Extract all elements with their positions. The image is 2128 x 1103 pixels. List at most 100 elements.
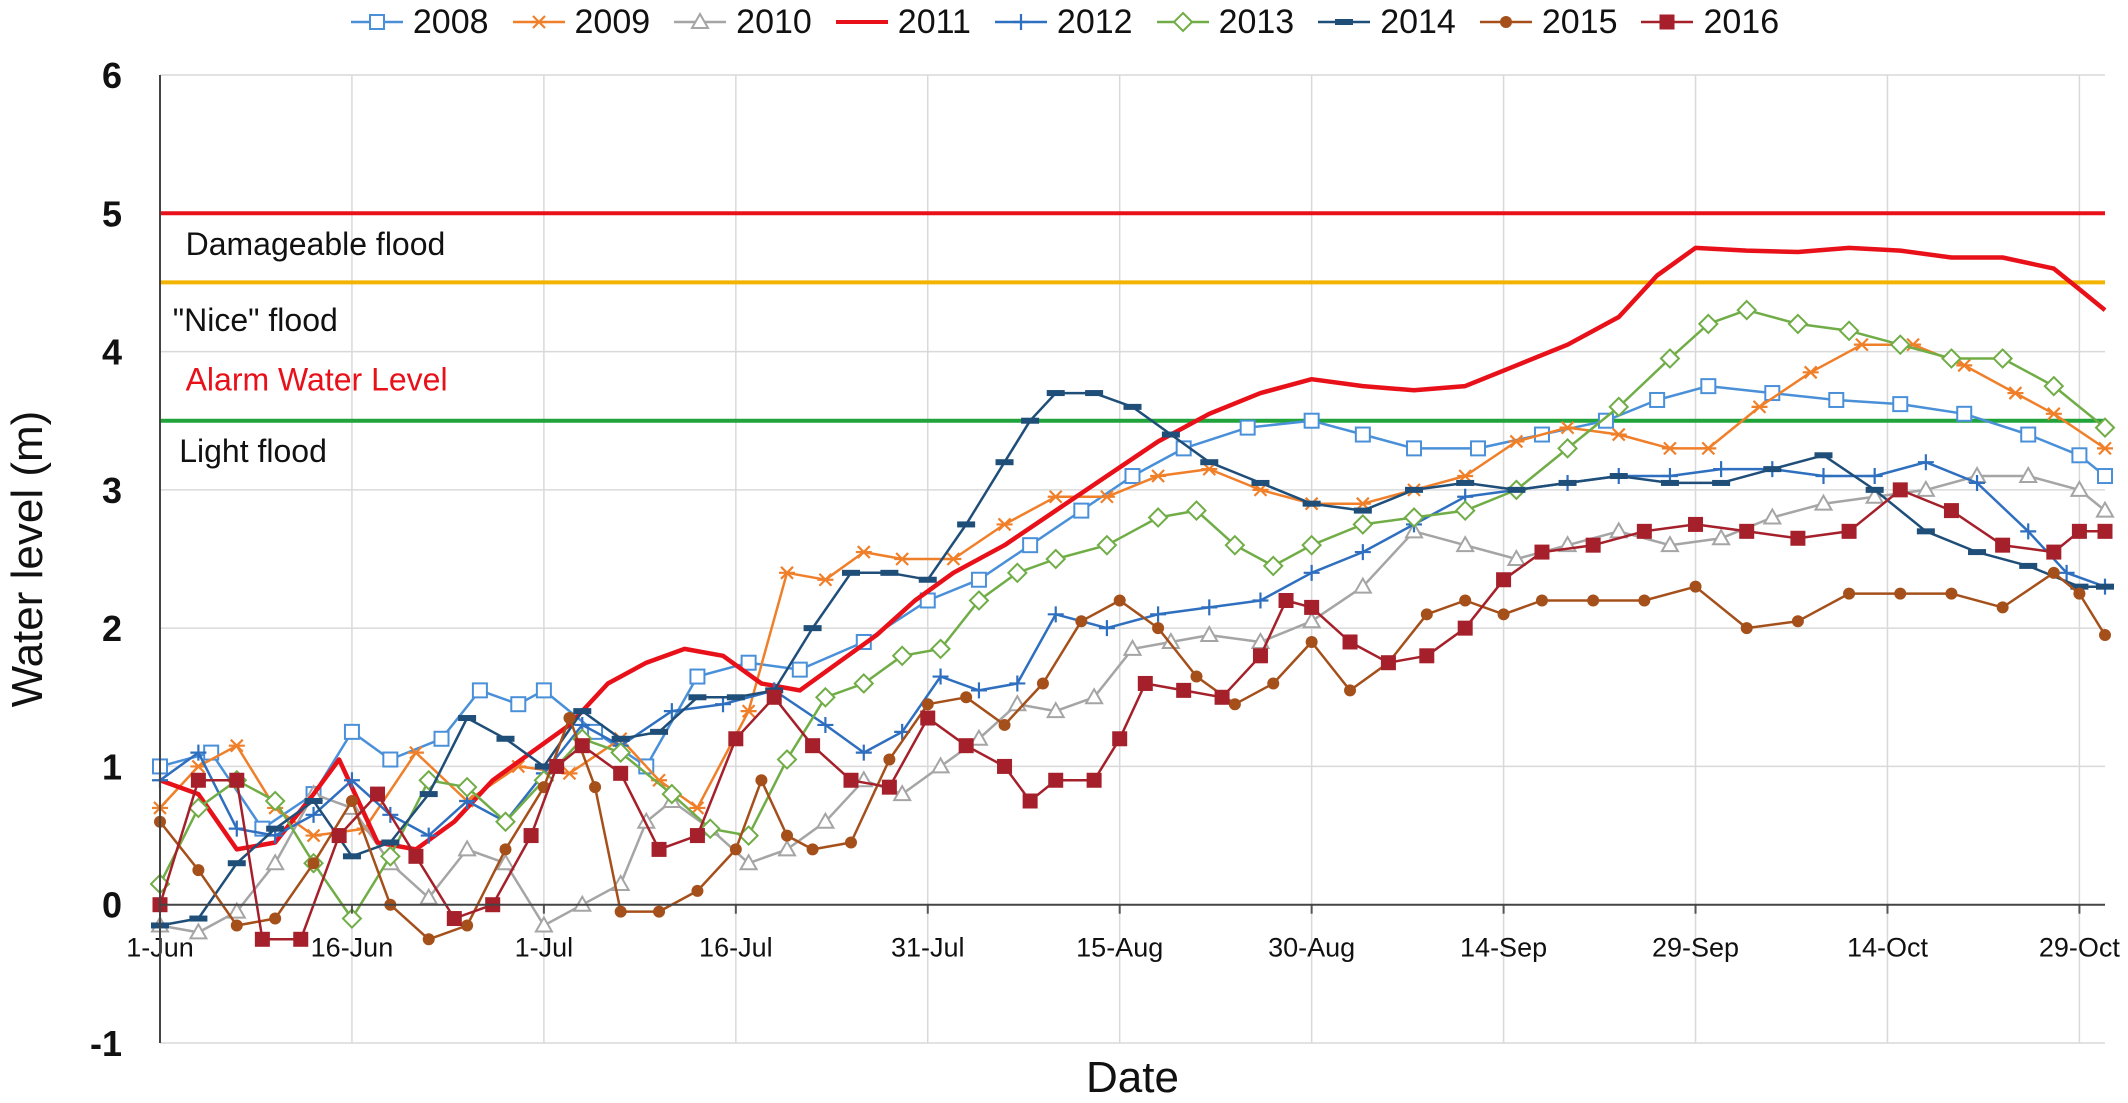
data-point [844,836,857,849]
data-point [690,11,710,29]
data-point [499,843,512,856]
data-point [1457,620,1473,636]
data-point [496,735,515,742]
data-point [269,912,282,925]
data-point [766,689,782,705]
data-point [688,694,707,701]
legend-item-2012: 2012 [993,3,1133,42]
data-point [229,772,245,788]
x-tick-label: 31-Jul [891,933,965,963]
data-point [776,749,798,770]
series-2016 [152,482,2113,947]
data-point [2097,441,2113,456]
data-point [791,661,808,678]
data-point [2007,386,2024,400]
data-point [1865,486,1884,493]
data-point [1455,535,1475,553]
data-point [1161,431,1180,438]
data-point [563,712,576,725]
data-point [1085,390,1104,397]
data-point [894,552,911,566]
data-point [1022,537,1039,554]
data-point [996,517,1013,532]
series-line [158,488,2105,941]
legend-item-2009: 2009 [511,2,651,42]
series-2010 [150,466,2115,940]
data-point [663,703,680,720]
data-point [408,848,424,864]
data-point [960,691,973,704]
data-point [1700,378,1717,395]
legend-item-2015: 2015 [1478,3,1617,42]
data-point [817,572,834,587]
series-line [159,474,2106,934]
data-point [1150,606,1167,623]
legend-label: 2009 [574,2,651,41]
data-point [457,839,477,857]
data-point [998,718,1011,731]
data-point [817,716,834,733]
data-point [1150,469,1167,483]
data-point [1303,412,1320,429]
y-tick-label: 0 [102,885,122,926]
data-point [370,786,386,802]
data-point [2097,468,2113,485]
data-point [1534,544,1550,560]
data-point [1405,486,1424,493]
data-point [495,853,516,871]
x-tick-label: 14-Sep [1460,933,1547,963]
data-point [2099,629,2111,642]
data-point [1352,514,1374,535]
data-point [2096,583,2114,590]
data-point [1892,482,1908,498]
x-tick-label: 16-Jun [311,933,394,963]
data-point [855,545,872,559]
legend-label: 2016 [1703,2,1780,41]
legend-label: 2013 [1218,2,1295,41]
series-2013 [149,299,2116,929]
data-point [307,857,320,870]
data-point [1813,493,1834,511]
data-point [651,841,667,857]
data-point [1123,403,1142,410]
y-tick-label: 3 [102,470,122,511]
data-point [1301,534,1323,556]
data-point [1660,479,1679,486]
legend-label: 2011 [897,2,971,41]
data-point [1814,452,1833,459]
data-point [1469,440,1486,457]
data-point [1916,528,1935,535]
data-point [1853,337,1870,352]
data-point [305,828,322,843]
data-point [1557,437,1578,459]
legend-swatch [1156,11,1209,33]
data-point [1045,701,1066,719]
data-point [932,668,949,685]
data-point [254,931,270,947]
data-point [1419,648,1435,664]
data-point [1688,516,1704,532]
data-point [419,791,438,798]
data-point [2094,417,2116,439]
data-point [1661,441,1678,456]
data-point [1046,390,1065,397]
data-point [1841,523,1857,539]
data-point [190,744,207,761]
data-point [1506,548,1527,566]
data-point [1354,426,1371,443]
annotation-label: Alarm Water Level [186,361,448,397]
data-point [574,738,590,754]
data-point [1763,466,1782,473]
data-point [610,742,632,764]
series-line [159,245,2107,852]
data-point [1200,459,1219,466]
data-point [341,908,363,929]
data-point [1228,698,1241,711]
data-point [1736,299,1758,321]
data-point [1303,564,1320,581]
data-point [1252,648,1268,664]
data-point [1045,548,1067,570]
data-point [855,744,872,761]
legend-swatch [350,14,403,30]
